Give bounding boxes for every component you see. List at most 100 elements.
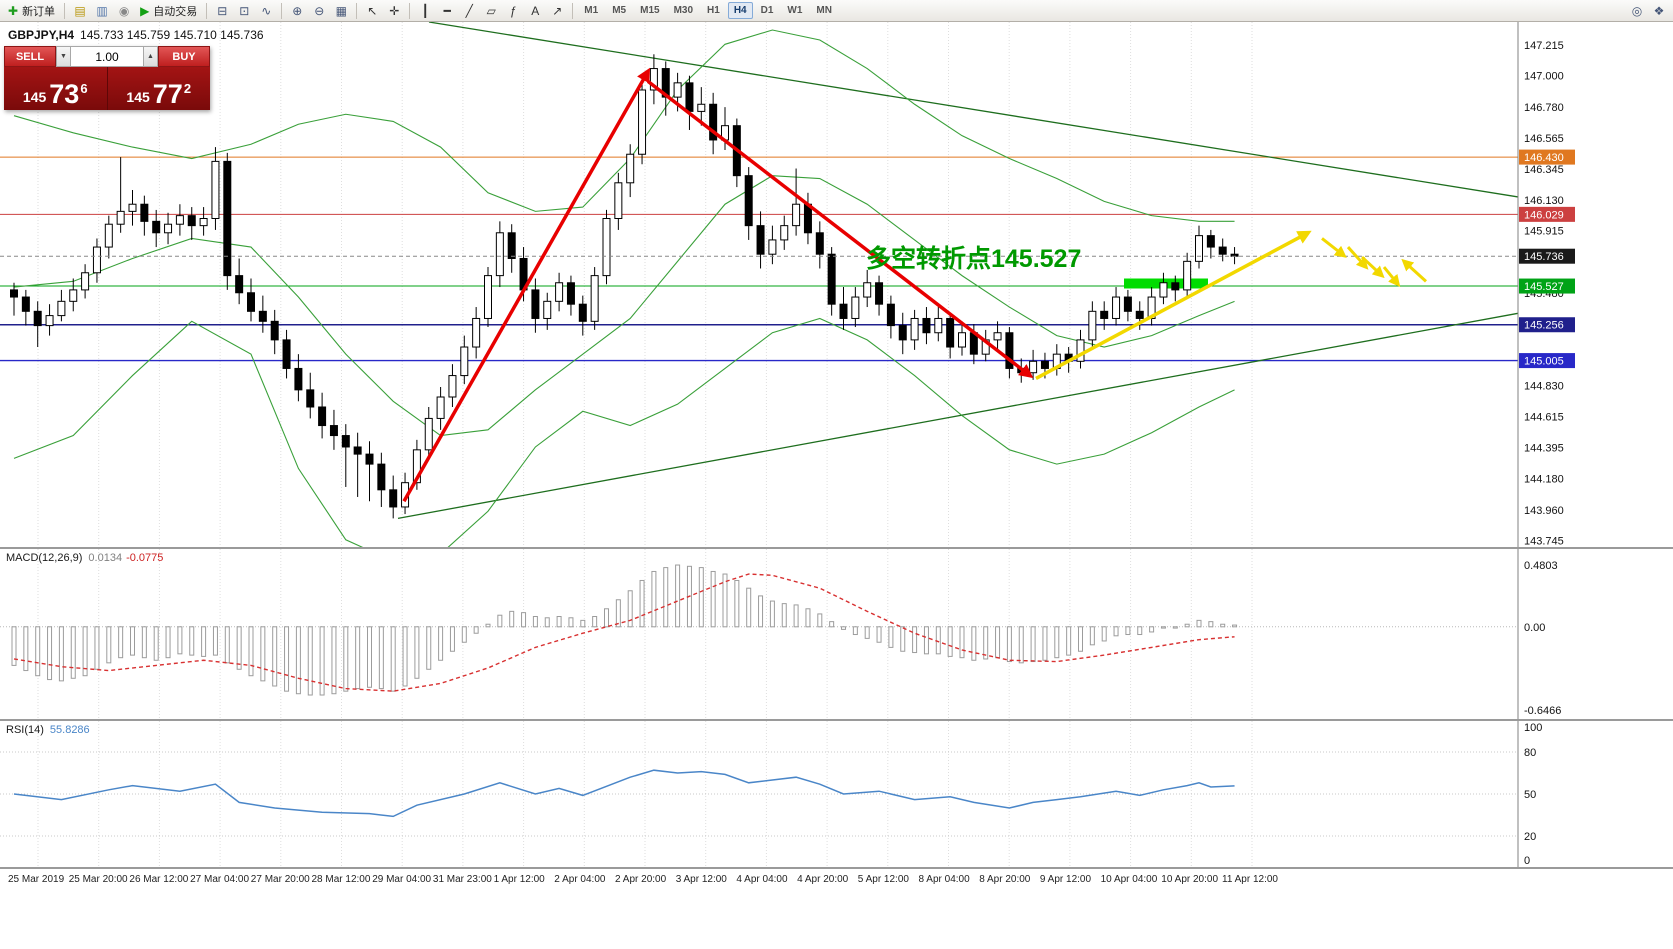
arrow-tool-icon: ↗ — [552, 3, 563, 18]
volume-decrease-button[interactable]: ▼ — [56, 46, 71, 67]
trendlines-layer[interactable] — [397, 22, 1519, 520]
timeframe-m1-button[interactable]: M1 — [584, 5, 599, 16]
templates-icon: ▤ — [74, 3, 86, 18]
symbol-ohlc: 145.733 145.759 145.710 145.736 — [80, 28, 264, 42]
toolbar-right-group: ◎ ❖ — [1626, 2, 1670, 20]
time-label: 3 Apr 12:00 — [675, 874, 727, 885]
new-order-button[interactable]: ✚ 新订单 — [4, 2, 59, 20]
rsi-line — [13, 769, 1235, 818]
search-icon: ◎ — [1631, 3, 1643, 18]
timeframe-h4-button[interactable]: H4 — [727, 2, 753, 19]
svg-text:146.565: 146.565 — [1524, 133, 1564, 145]
zoom-in-icon: ⊕ — [292, 3, 303, 18]
zoom-in-button[interactable]: ⊕ — [287, 2, 307, 20]
price-badge — [1519, 278, 1575, 294]
time-label: 10 Apr 20:00 — [1161, 874, 1219, 885]
tile-windows-button[interactable]: ▦ — [331, 2, 351, 20]
volume-input[interactable] — [71, 46, 143, 67]
price-chart-panel[interactable]: 多空转折点145.527 147.215 147.000 146.780 146.565… — [0, 22, 1673, 547]
timeframe-m5-button[interactable]: M5 — [612, 5, 627, 16]
red-trend-arrows[interactable] — [402, 67, 1034, 503]
cursor-button[interactable]: ↖ — [362, 2, 382, 20]
svg-text:146.345: 146.345 — [1524, 164, 1564, 176]
ask-price[interactable]: 145 77 2 — [126, 79, 192, 109]
svg-text:-0.6466: -0.6466 — [1524, 705, 1561, 717]
svg-text:147.000: 147.000 — [1524, 71, 1564, 83]
trendline-button[interactable]: ╱ — [459, 2, 479, 20]
time-label: 25 Mar 2019 — [8, 874, 65, 885]
search-button[interactable]: ◎ — [1627, 2, 1647, 20]
zoom-out-button[interactable]: ⊖ — [309, 2, 329, 20]
alerts-icon: ◉ — [118, 3, 130, 18]
panel-splitter[interactable] — [0, 547, 1673, 549]
timeframe-m15-button[interactable]: M15 — [640, 5, 660, 16]
svg-text:0.00: 0.00 — [1524, 622, 1545, 634]
buy-button[interactable]: BUY — [158, 46, 210, 67]
rsi-value: 55.8286 — [49, 724, 90, 736]
price-badge — [1519, 248, 1575, 264]
templates-button[interactable]: ▤ — [70, 2, 90, 20]
time-label: 2 Apr 04:00 — [554, 874, 606, 885]
alerts-button[interactable]: ◉ — [114, 2, 134, 20]
toolbar-divider — [281, 2, 283, 19]
horizontal-line-button[interactable]: ━ — [437, 2, 457, 20]
bar-chart-button[interactable]: ⊟ — [212, 2, 232, 20]
timeframe-d1-button[interactable]: D1 — [760, 5, 774, 16]
cursor-icon: ↖ — [367, 3, 378, 18]
svg-text:147.215: 147.215 — [1524, 40, 1564, 52]
macd-value-signal: -0.0775 — [126, 552, 164, 564]
data-window-icon: ❖ — [1653, 3, 1665, 18]
autotrading-button[interactable]: ▶ 自动交易 — [136, 2, 201, 20]
svg-text:145.736: 145.736 — [1524, 251, 1564, 263]
timeframe-m30-button[interactable]: M30 — [673, 5, 694, 16]
sell-button[interactable]: SELL — [4, 46, 56, 67]
vertical-line-button[interactable]: ┃ — [415, 2, 435, 20]
bid-price[interactable]: 145 73 6 — [4, 67, 108, 110]
crosshair-button[interactable]: ✛ — [384, 2, 404, 20]
time-label: 11 Apr 12:00 — [1222, 874, 1278, 885]
time-label: 9 Apr 12:00 — [1039, 874, 1092, 885]
time-label: 4 Apr 20:00 — [797, 874, 849, 885]
timeframe-h1-button[interactable]: H1 — [707, 5, 720, 16]
time-label: 31 Mar 23:00 — [432, 874, 492, 885]
trendline-icon: ╱ — [465, 3, 473, 18]
data-window-button[interactable]: ❖ — [1649, 2, 1669, 20]
svg-text:50: 50 — [1524, 789, 1536, 801]
vertical-line-icon: ┃ — [421, 3, 429, 18]
channel-button[interactable]: ▱ — [481, 2, 501, 20]
svg-text:145.005: 145.005 — [1524, 356, 1564, 368]
line-chart-button[interactable]: ∿ — [256, 2, 276, 20]
toolbar-divider — [64, 2, 66, 19]
candlestick-chart-button[interactable]: ⊡ — [234, 2, 254, 20]
time-axis[interactable]: 25 Mar 2019 25 Mar 20:00 26 Mar 12:00 27 Ma… — [0, 867, 1673, 889]
panel-splitter[interactable] — [0, 719, 1673, 721]
price-chart-canvas[interactable]: 多空转折点145.527 147.215 147.000 146.780 146.565… — [0, 22, 1673, 547]
macd-panel[interactable]: 0.4803 0.00 -0.6466 MACD(12,26,9) 0.0134 -0.… — [0, 549, 1673, 719]
timeframe-mn-button[interactable]: MN — [816, 5, 832, 16]
time-label: 1 Apr 12:00 — [493, 874, 545, 885]
crosshair-icon: ✛ — [389, 3, 400, 18]
candles-layer — [10, 54, 1239, 519]
level-lines-layer — [0, 156, 1518, 362]
rsi-panel[interactable]: 100 80 50 20 0 RSI(14) 55.8286 — [0, 721, 1673, 867]
macd-canvas[interactable]: 0.4803 0.00 -0.6466 — [0, 549, 1673, 719]
yellow-projection-arrows[interactable] — [1035, 230, 1428, 380]
fibonacci-button[interactable]: ƒ — [503, 2, 523, 20]
autotrading-icon: ▶ — [140, 3, 150, 18]
time-label: 27 Mar 04:00 — [190, 874, 250, 885]
profiles-button[interactable]: ▥ — [92, 2, 112, 20]
volume-increase-button[interactable]: ▲ — [143, 46, 158, 67]
text-label-button[interactable]: A — [525, 2, 545, 20]
rsi-canvas[interactable]: 100 80 50 20 0 — [0, 721, 1673, 867]
pivot-annotation: 多空转折点145.527 — [866, 244, 1081, 273]
svg-text:146.130: 146.130 — [1524, 195, 1564, 207]
new-order-icon: ✚ — [8, 3, 19, 18]
time-label: 8 Apr 04:00 — [918, 874, 970, 885]
time-label: 28 Mar 12:00 — [311, 874, 371, 885]
arrow-tool-button[interactable]: ↗ — [547, 2, 567, 20]
time-label: 29 Mar 04:00 — [372, 874, 432, 885]
svg-text:146.430: 146.430 — [1524, 152, 1564, 164]
timeframe-w1-button[interactable]: W1 — [787, 5, 803, 16]
time-label: 25 Mar 20:00 — [68, 874, 128, 885]
